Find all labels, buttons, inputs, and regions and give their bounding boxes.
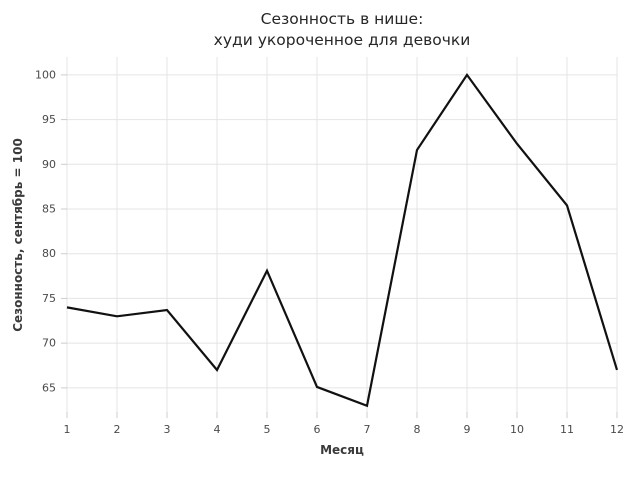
x-tick-label: 8 bbox=[414, 423, 421, 436]
chart-title-line1: Сезонность в нише: bbox=[260, 10, 424, 28]
y-tick-label: 75 bbox=[42, 292, 56, 305]
x-tick-label: 12 bbox=[610, 423, 624, 436]
x-tick-label: 11 bbox=[560, 423, 574, 436]
x-tick-label: 6 bbox=[314, 423, 321, 436]
y-tick-label: 65 bbox=[42, 381, 56, 394]
y-tick-label: 85 bbox=[42, 203, 56, 216]
chart-title-line2: худи укороченное для девочки bbox=[213, 31, 471, 49]
y-tick-label: 90 bbox=[42, 158, 56, 171]
x-tick-label: 5 bbox=[264, 423, 271, 436]
chart-title: Сезонность в нише: худи укороченное для … bbox=[67, 9, 617, 51]
y-tick-label: 70 bbox=[42, 337, 56, 350]
y-tick-label: 100 bbox=[35, 68, 56, 81]
seasonality-series-line bbox=[66, 72, 619, 408]
x-tick-label: 4 bbox=[214, 423, 221, 436]
x-tick-label: 10 bbox=[510, 423, 524, 436]
x-tick-label: 2 bbox=[114, 423, 121, 436]
x-axis-title: Месяц bbox=[320, 443, 364, 457]
x-tick-label: 3 bbox=[164, 423, 171, 436]
y-tick-label: 80 bbox=[42, 247, 56, 260]
x-tick-label: 9 bbox=[464, 423, 471, 436]
x-tick-label: 1 bbox=[64, 423, 71, 436]
y-tick-label: 95 bbox=[42, 113, 56, 126]
x-tick-label: 7 bbox=[364, 423, 371, 436]
